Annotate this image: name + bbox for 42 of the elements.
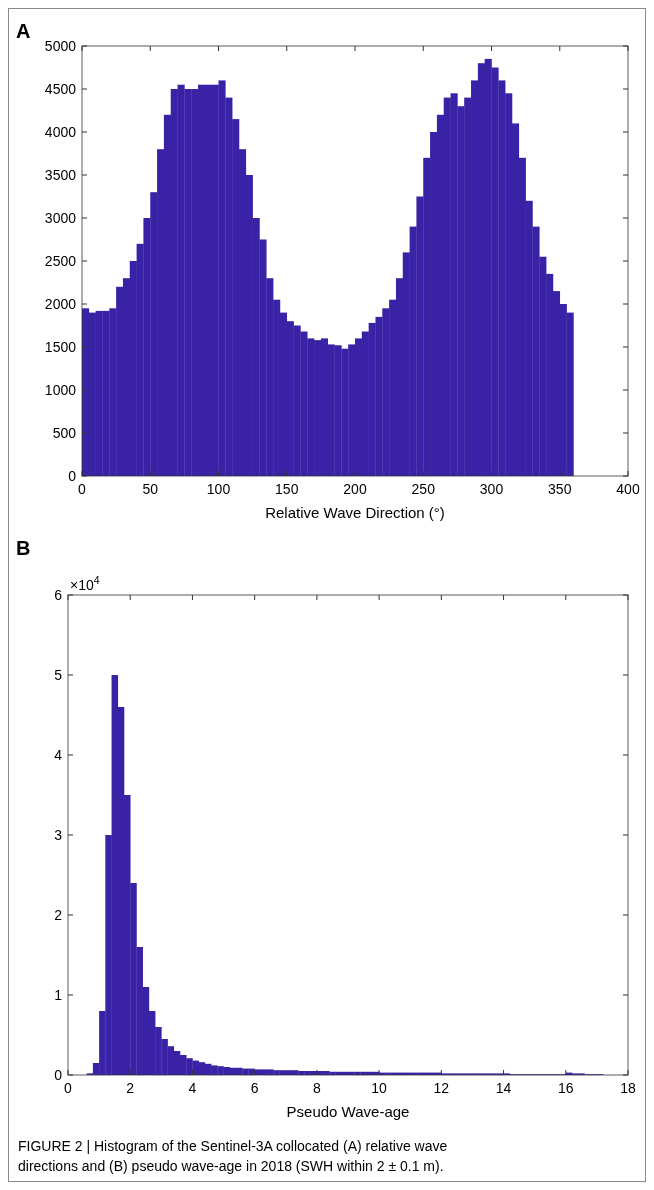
x-tick-label: 300 [479, 481, 504, 497]
y-tick-label: 2000 [44, 296, 77, 312]
caption: FIGURE 2 | Histogram of the Sentinel-3A collocated (A) relative wave directions and (B) pseudo wave-age in 2018 (SWH within 2 ± 0.1 m). [18, 1138, 448, 1174]
text: ×10$^{4}$ [70, 574, 100, 593]
y-tick-label: 4 [54, 747, 63, 763]
y-tick-label: 3 [54, 827, 63, 843]
x-tick-label: 16 [557, 1080, 574, 1096]
x-tick-label: 350 [548, 481, 572, 497]
y-tick-label: 4000 [44, 124, 77, 140]
y-tick-label: 2500 [44, 253, 77, 269]
chart-title: A [16, 20, 31, 42]
chart-title: B [16, 537, 31, 559]
x-tick-label: 8 [312, 1080, 321, 1096]
x-tick-label: 100 [206, 481, 231, 497]
y-tick-label: 5000 [44, 38, 77, 54]
x-tick-label: 2 [126, 1080, 135, 1096]
y-tick-label: 4500 [44, 81, 77, 97]
y-tick-label: 500 [52, 425, 77, 441]
x-tick-label: 18 [620, 1080, 636, 1096]
x-tick-label: 250 [411, 481, 436, 497]
x-axis-title: Relative Wave Direction (°) [265, 504, 445, 521]
x-tick-label: 4 [188, 1080, 197, 1096]
y-tick-label: 0 [68, 468, 77, 484]
y-tick-label: 0 [54, 1067, 63, 1083]
y-tick-label: 3500 [44, 167, 77, 183]
x-tick-label: 400 [616, 481, 640, 497]
y-tick-label: 1000 [44, 382, 77, 398]
x-tick-label: 12 [433, 1080, 450, 1096]
x-tick-label: 50 [142, 481, 159, 497]
x-tick-label: 200 [343, 481, 367, 497]
y-tick-label: 1500 [44, 339, 77, 355]
y-tick-label: 2 [54, 907, 63, 923]
y-tick-label: 5 [54, 667, 63, 683]
x-tick-label: 6 [250, 1080, 259, 1096]
y-tick-label: 3000 [44, 210, 77, 226]
y-tick-label: 6 [54, 587, 63, 603]
y-tick-label: 1 [54, 987, 63, 1003]
x-tick-label: 0 [78, 481, 87, 497]
x-axis-title: Pseudo Wave-age [286, 1103, 410, 1120]
x-tick-label: 10 [371, 1080, 388, 1096]
x-tick-label: 14 [495, 1080, 512, 1096]
x-tick-label: 150 [275, 481, 299, 497]
